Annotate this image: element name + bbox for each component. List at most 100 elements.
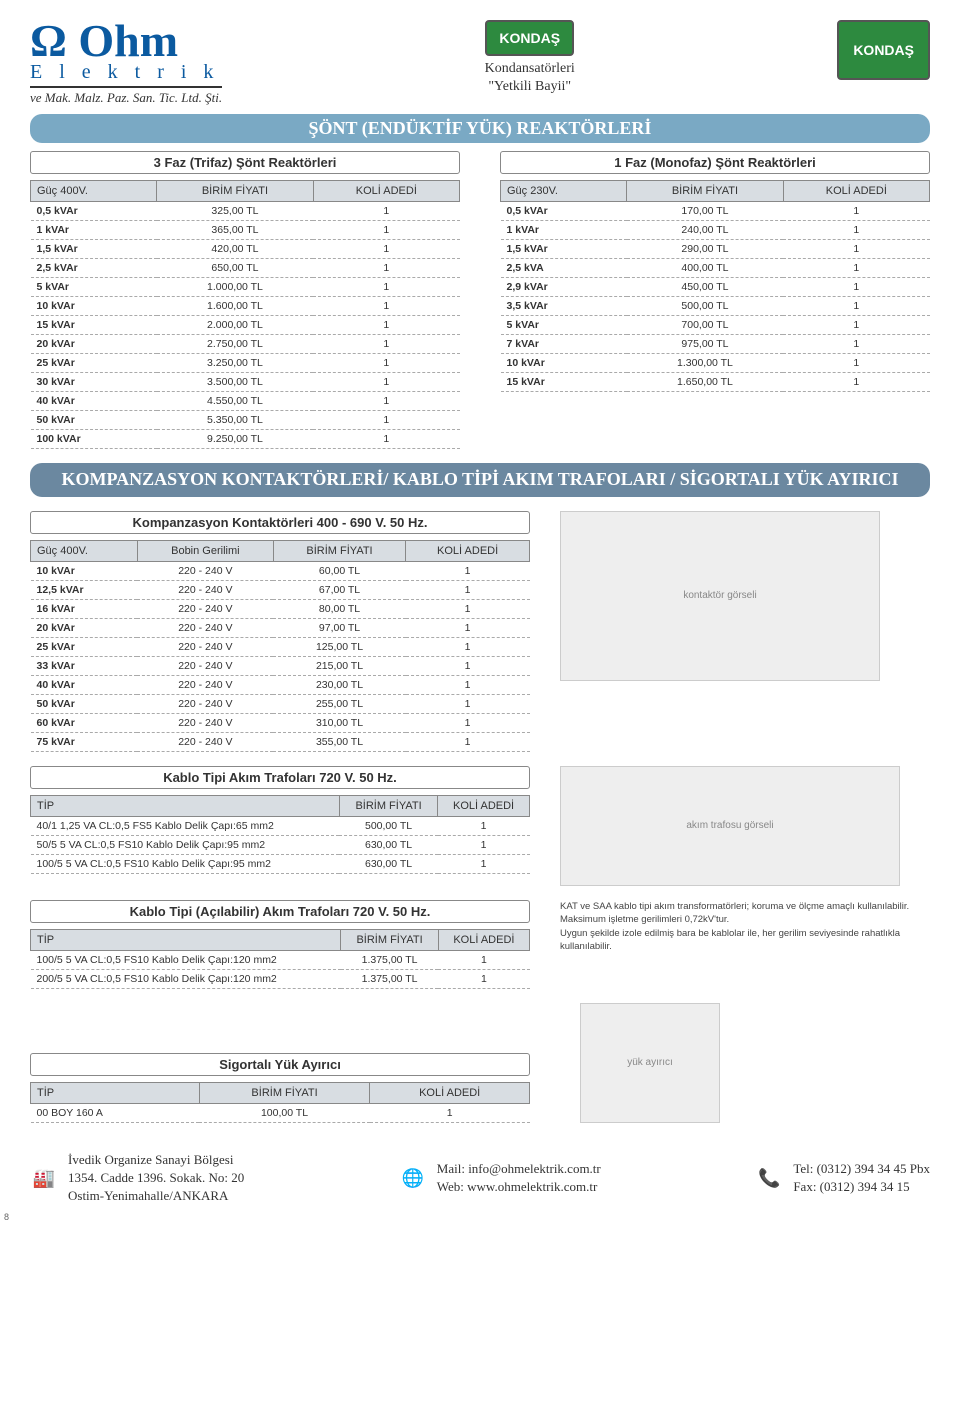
- cell: 00 BOY 160 A: [31, 1103, 200, 1122]
- cell: 30 kVAr: [31, 373, 157, 392]
- cell: 60 kVAr: [31, 713, 138, 732]
- map-icon: 🏭: [30, 1164, 58, 1192]
- cell: 1: [370, 1103, 530, 1122]
- cell: 1: [406, 618, 530, 637]
- cell: 365,00 TL: [157, 221, 313, 240]
- cell: 310,00 TL: [273, 713, 405, 732]
- web: Web: www.ohmelektrik.com.tr: [437, 1178, 601, 1196]
- cell: 100/5 5 VA CL:0,5 FS10 Kablo Delik Çapı:…: [31, 854, 340, 873]
- cell: 0,5 kVAr: [31, 202, 157, 221]
- cell: 25 kVAr: [31, 354, 157, 373]
- cell: 1: [406, 675, 530, 694]
- table-row: 15 kVAr1.650,00 TL1: [501, 373, 930, 392]
- cell: 1: [406, 732, 530, 751]
- cell: 420,00 TL: [157, 240, 313, 259]
- table-kontaktor-title: Kompanzasyon Kontaktörleri 400 - 690 V. …: [30, 511, 530, 534]
- cell: 2.750,00 TL: [157, 335, 313, 354]
- addr1: İvedik Organize Sanayi Bölgesi: [68, 1151, 244, 1169]
- col-header: Güç 230V.: [501, 181, 627, 202]
- table-row: 0,5 kVAr170,00 TL1: [501, 202, 930, 221]
- table-row: 200/5 5 VA CL:0,5 FS10 Kablo Delik Çapı:…: [31, 969, 530, 988]
- table-row: 75 kVAr220 - 240 V355,00 TL1: [31, 732, 530, 751]
- table-3f-title: 3 Faz (Trifaz) Şönt Reaktörleri: [30, 151, 460, 174]
- reactors-row: 3 Faz (Trifaz) Şönt Reaktörleri Güç 400V…: [30, 151, 930, 449]
- table-row: 00 BOY 160 A100,00 TL1: [31, 1103, 530, 1122]
- cell: 5 kVAr: [501, 316, 627, 335]
- table-row: 25 kVAr220 - 240 V125,00 TL1: [31, 637, 530, 656]
- cell: 100/5 5 VA CL:0,5 FS10 Kablo Delik Çapı:…: [31, 950, 341, 969]
- table-kablo-acil-title: Kablo Tipi (Açılabilir) Akım Trafoları 7…: [30, 900, 530, 923]
- banner-komp: KOMPANZASYON KONTAKTÖRLERİ/ KABLO TİPİ A…: [30, 463, 930, 497]
- cell: 1: [438, 816, 530, 835]
- cell: 75 kVAr: [31, 732, 138, 751]
- kondas-sub2: "Yetkili Bayii": [485, 78, 575, 96]
- cell: 1,5 kVAr: [31, 240, 157, 259]
- cell: 1: [783, 335, 929, 354]
- table-1f: Güç 230V.BİRİM FİYATIKOLİ ADEDİ 0,5 kVAr…: [500, 180, 930, 392]
- cell: 220 - 240 V: [137, 656, 273, 675]
- col-header: KOLİ ADEDİ: [783, 181, 929, 202]
- logo-line1: Ω Ohm: [30, 20, 222, 61]
- cell: 220 - 240 V: [137, 637, 273, 656]
- cell: 1: [783, 354, 929, 373]
- footer-phone: 📞 Tel: (0312) 394 34 45 Pbx Fax: (0312) …: [755, 1160, 930, 1196]
- cell: 650,00 TL: [157, 259, 313, 278]
- cell: 1.375,00 TL: [341, 950, 438, 969]
- cell: 50 kVAr: [31, 411, 157, 430]
- cell: 220 - 240 V: [137, 732, 273, 751]
- cell: 1: [406, 561, 530, 580]
- cell: 1: [783, 221, 929, 240]
- col-header: Güç 400V.: [31, 540, 138, 561]
- cell: 400,00 TL: [627, 259, 783, 278]
- cell: 15 kVAr: [31, 316, 157, 335]
- cell: 100,00 TL: [199, 1103, 370, 1122]
- cell: 1.000,00 TL: [157, 278, 313, 297]
- table-row: 1 kVAr240,00 TL1: [501, 221, 930, 240]
- page-number: 8: [4, 1212, 9, 1222]
- col-header: Bobin Gerilimi: [137, 540, 273, 561]
- cell: 4.550,00 TL: [157, 392, 313, 411]
- cell: 10 kVAr: [501, 354, 627, 373]
- cell: 1: [438, 854, 530, 873]
- kondas-badge-right: KONDAŞ: [837, 20, 930, 80]
- table-row: 40/1 1,25 VA CL:0,5 FS5 Kablo Delik Çapı…: [31, 816, 530, 835]
- table-row: 60 kVAr220 - 240 V310,00 TL1: [31, 713, 530, 732]
- cell: 2,5 kVAr: [31, 259, 157, 278]
- tel: Tel: (0312) 394 34 45 Pbx: [793, 1160, 930, 1178]
- cell: 1: [783, 278, 929, 297]
- cell: 0,5 kVAr: [501, 202, 627, 221]
- col-header: KOLİ ADEDİ: [313, 181, 459, 202]
- note-l3: Uygun şekilde izole edilmiş bara be kabl…: [560, 927, 930, 954]
- cell: 60,00 TL: [273, 561, 405, 580]
- cell: 1: [783, 202, 929, 221]
- cell: 50/5 5 VA CL:0,5 FS10 Kablo Delik Çapı:9…: [31, 835, 340, 854]
- table-row: 2,5 kVAr650,00 TL1: [31, 259, 460, 278]
- col-header: TİP: [31, 1082, 200, 1103]
- col-header: KOLİ ADEDİ: [438, 795, 530, 816]
- table-row: 25 kVAr3.250,00 TL1: [31, 354, 460, 373]
- cell: 10 kVAr: [31, 561, 138, 580]
- cell: 500,00 TL: [339, 816, 437, 835]
- cell: 1: [783, 259, 929, 278]
- table-row: 5 kVAr700,00 TL1: [501, 316, 930, 335]
- table-row: 2,5 kVA400,00 TL1: [501, 259, 930, 278]
- cell: 1: [406, 713, 530, 732]
- table-row: 12,5 kVAr220 - 240 V67,00 TL1: [31, 580, 530, 599]
- cell: 1: [438, 950, 529, 969]
- table-row: 20 kVAr2.750,00 TL1: [31, 335, 460, 354]
- table-row: 100/5 5 VA CL:0,5 FS10 Kablo Delik Çapı:…: [31, 854, 530, 873]
- kondas-badge-center: KONDAŞ: [485, 20, 574, 56]
- cell: 3,5 kVAr: [501, 297, 627, 316]
- kablo-note: KAT ve SAA kablo tipi akım transformatör…: [560, 900, 930, 953]
- table-row: 15 kVAr2.000,00 TL1: [31, 316, 460, 335]
- logo-ohm: Ω Ohm E l e k t r i k ve Mak. Malz. Paz.…: [30, 20, 222, 106]
- table-3f: Güç 400V.BİRİM FİYATIKOLİ ADEDİ 0,5 kVAr…: [30, 180, 460, 449]
- table-row: 0,5 kVAr325,00 TL1: [31, 202, 460, 221]
- cell: 170,00 TL: [627, 202, 783, 221]
- cell: 230,00 TL: [273, 675, 405, 694]
- table-sig-title: Sigortalı Yük Ayırıcı: [30, 1053, 530, 1076]
- cell: 20 kVAr: [31, 335, 157, 354]
- col-header: BİRİM FİYATI: [199, 1082, 370, 1103]
- col-header: BİRİM FİYATI: [627, 181, 783, 202]
- table-sigortali: TİPBİRİM FİYATIKOLİ ADEDİ 00 BOY 160 A10…: [30, 1082, 530, 1123]
